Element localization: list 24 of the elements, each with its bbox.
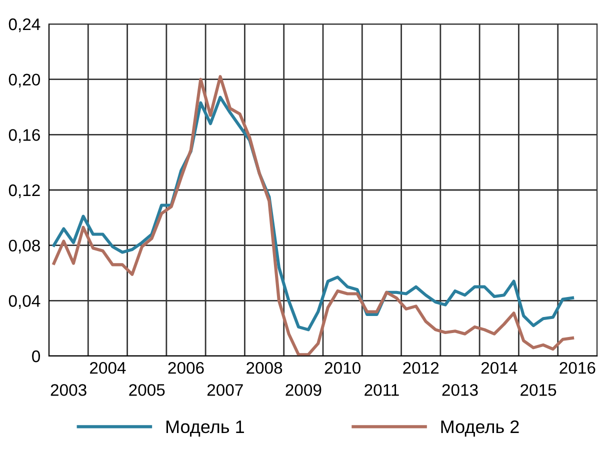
x-tick-label: 2010 [324,362,360,374]
y-tick-label: 0,20 [8,74,40,88]
y-tick-label: 0,12 [8,184,40,198]
y-tick-label: 0 [32,350,40,362]
x-tick-label: 2008 [246,362,282,374]
x2-tick-label: 2011 [364,384,399,396]
x2-tick-label: 2005 [129,384,165,396]
x2-tick-label: 2009 [286,384,322,396]
y-tick-label: 0,16 [8,129,40,143]
x2-tick-label: 2013 [442,384,478,396]
x2-tick-label: 2007 [207,384,243,396]
y-tick-label: 0,04 [8,295,40,309]
x2-tick-label: 2015 [520,384,556,396]
x-tick-label: 2004 [90,362,126,374]
x-tick-label: 2016 [560,362,596,374]
x-tick-label: 2006 [168,362,204,374]
y-tick-label: 0,24 [8,18,40,32]
y-tick-label: 0,08 [8,240,40,254]
x2-tick-label: 2003 [50,384,86,396]
legend-label: Модель 1 [166,420,244,437]
x-tick-label: 2014 [481,362,518,374]
line-series [52,75,574,356]
legend-label: Модель 2 [441,420,519,437]
x-tick-label: 2012 [403,362,439,374]
